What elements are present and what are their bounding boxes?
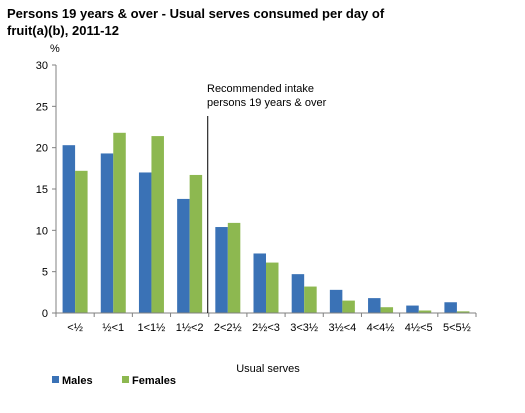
- x-tick-label: 2<2½: [214, 322, 242, 334]
- bar-females-7: [342, 300, 355, 313]
- legend-label-females: Females: [132, 375, 176, 387]
- x-tick-label: ½<1: [102, 322, 124, 334]
- bar-males-6: [291, 274, 305, 313]
- legend-swatch-males: [52, 376, 59, 383]
- x-tick-label: 4½<5: [405, 322, 433, 334]
- bar-males-9: [406, 305, 419, 313]
- bar-males-2: [138, 172, 152, 313]
- bar-females-10: [456, 311, 470, 313]
- bar-females-8: [380, 307, 394, 313]
- x-tick-label: 3½<4: [328, 322, 356, 334]
- bar-females-9: [418, 310, 432, 313]
- legend-swatch-females: [122, 376, 129, 383]
- y-tick-label: 25: [36, 101, 48, 113]
- annotation-line-1: Recommended intake: [207, 83, 314, 95]
- bar-males-4: [215, 227, 228, 313]
- x-tick-label: 1½<2: [176, 322, 204, 334]
- y-tick-label: 10: [36, 225, 48, 237]
- y-tick-label: 15: [36, 184, 48, 196]
- x-tick-label: 3<3½: [290, 322, 318, 334]
- chart-title-line-1: Persons 19 years & over - Usual serves c…: [7, 6, 385, 21]
- x-tick-label: 1<1½: [138, 322, 166, 334]
- x-tick-label: <½: [67, 322, 83, 334]
- bar-males-7: [329, 289, 343, 313]
- y-tick-label: 5: [42, 267, 48, 279]
- legend-label-males: Males: [62, 375, 93, 387]
- x-axis-label: Usual serves: [236, 363, 300, 375]
- bar-males-10: [444, 302, 457, 313]
- x-tick-label: 2½<3: [252, 322, 280, 334]
- y-tick-label: 20: [36, 143, 48, 155]
- bar-females-6: [304, 286, 317, 313]
- bar-males-0: [62, 145, 76, 313]
- bar-females-4: [227, 222, 241, 313]
- bar-males-3: [177, 198, 190, 313]
- annotation-line-2: persons 19 years & over: [207, 97, 327, 109]
- bar-females-0: [75, 170, 88, 313]
- x-tick-label: 5<5½: [443, 322, 471, 334]
- chart-title-line-2: fruit(a)(b), 2011-12: [7, 23, 119, 38]
- bar-males-8: [368, 298, 381, 313]
- y-tick-label: 0: [42, 308, 48, 320]
- bar-females-1: [113, 132, 126, 313]
- bar-males-5: [253, 253, 266, 313]
- plot-area: 0 5 10 15 20 25 30 <½ ½<1 1<1½ 1½<2 2<2½ 2½<3 3<3½ 3½<…: [36, 60, 477, 334]
- bar-males-1: [100, 153, 114, 313]
- legend: Males Females: [52, 375, 176, 387]
- y-tick-label: 30: [36, 60, 48, 72]
- y-axis-label: %: [50, 43, 60, 55]
- bar-females-3: [189, 174, 203, 313]
- bar-females-5: [266, 262, 279, 313]
- x-tick-label: 4<4½: [367, 322, 395, 334]
- bar-females-2: [151, 136, 164, 313]
